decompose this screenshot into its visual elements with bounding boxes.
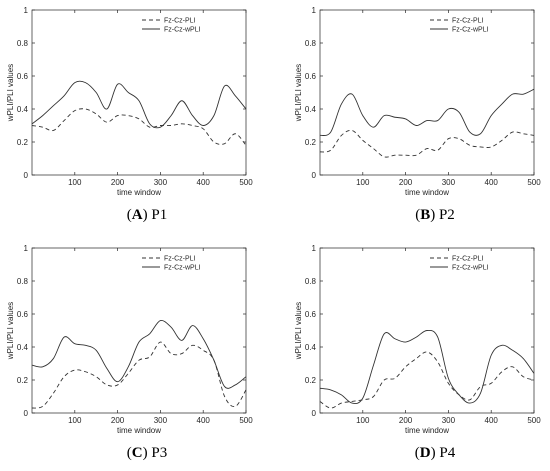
x-tick-label: 400 <box>485 178 499 187</box>
x-tick-label: 300 <box>154 178 168 187</box>
y-tick-label: 0.8 <box>305 277 317 286</box>
y-tick-label: 0.2 <box>305 138 317 147</box>
y-axis-label: wPLI/PLI values <box>294 64 303 122</box>
x-tick-label: 200 <box>111 416 125 425</box>
y-tick-label: 0.8 <box>17 39 29 48</box>
x-axis-label: time window <box>117 188 161 197</box>
chart-panel-a: 0 0.2 0.4 0.6 0.8 1 100 200 300 400 500 time window… <box>6 6 253 223</box>
x-tick-label: 500 <box>527 178 541 187</box>
series-line-wpli <box>31 319 247 389</box>
chart-panel-c: 0 0.2 0.4 0.6 0.8 1 100 200 300 400 500 time window… <box>6 244 253 461</box>
x-tick-label: 200 <box>399 178 413 187</box>
x-tick-label: 200 <box>399 416 413 425</box>
y-tick-label: 1 <box>24 6 29 15</box>
y-tick-label: 0 <box>312 171 317 180</box>
panel-caption: (B) P2 <box>415 207 455 223</box>
x-tick-label: 100 <box>356 178 370 187</box>
x-tick-label: 200 <box>111 178 125 187</box>
series-line-wpli <box>31 80 247 129</box>
plot-frame <box>31 9 247 176</box>
x-axis-label: time window <box>405 188 449 197</box>
y-tick-label: 0.6 <box>305 72 317 81</box>
caption-close-paren: ) <box>431 445 440 461</box>
series-line-pli <box>31 108 247 146</box>
panel-caption: (C) P3 <box>127 445 167 461</box>
panel-caption: (D) P4 <box>415 445 456 461</box>
caption-open-paren: ( <box>127 207 132 223</box>
panel-caption: (A) P1 <box>127 207 167 223</box>
caption-open-paren: ( <box>415 445 420 461</box>
legend-label: Fz-Cz-wPLI <box>452 27 489 34</box>
series-line-wpli <box>319 329 535 404</box>
y-axis-label: wPLI/PLI values <box>6 302 15 360</box>
x-tick-label: 400 <box>197 416 211 425</box>
panel-name: P2 <box>439 207 455 223</box>
panel-letter: A <box>132 207 143 223</box>
x-tick-label: 400 <box>485 416 499 425</box>
x-tick-label: 500 <box>239 416 253 425</box>
x-tick-label: 500 <box>239 178 253 187</box>
caption-open-paren: ( <box>415 207 420 223</box>
y-tick-label: 1 <box>312 6 317 15</box>
x-tick-label: 100 <box>356 416 370 425</box>
series-line-wpli <box>319 88 535 136</box>
y-tick-label: 0.6 <box>305 310 317 319</box>
y-tick-label: 0.4 <box>17 105 29 114</box>
plot-frame <box>319 247 535 414</box>
y-tick-label: 0.2 <box>17 138 29 147</box>
plot-frame <box>31 247 247 414</box>
x-tick-label: 300 <box>442 416 456 425</box>
caption-close-paren: ) <box>143 445 152 461</box>
x-axis-label: time window <box>117 426 161 435</box>
y-tick-label: 0.6 <box>17 72 29 81</box>
y-tick-label: 0.8 <box>17 277 29 286</box>
series-line-pli <box>319 129 535 158</box>
y-tick-label: 0.2 <box>305 376 317 385</box>
x-tick-label: 100 <box>68 416 82 425</box>
caption-open-paren: ( <box>127 445 132 461</box>
legend-label: Fz-Cz-PLI <box>164 256 196 263</box>
y-tick-label: 0 <box>312 409 317 418</box>
legend-label: Fz-Cz-wPLI <box>452 265 489 272</box>
y-tick-label: 0 <box>24 409 29 418</box>
y-tick-label: 0.6 <box>17 310 29 319</box>
y-tick-label: 0.8 <box>305 39 317 48</box>
y-tick-label: 0 <box>24 171 29 180</box>
series-line-pli <box>319 351 535 409</box>
y-tick-label: 1 <box>24 244 29 253</box>
y-tick-label: 0.2 <box>17 376 29 385</box>
legend-label: Fz-Cz-PLI <box>164 18 196 25</box>
y-tick-label: 0.4 <box>305 343 317 352</box>
series-line-pli <box>31 341 247 409</box>
x-tick-label: 500 <box>527 416 541 425</box>
chart-panel-b: 0 0.2 0.4 0.6 0.8 1 100 200 300 400 500 time window… <box>294 6 541 223</box>
legend-label: Fz-Cz-wPLI <box>164 27 201 34</box>
chart-panel-d: 0 0.2 0.4 0.6 0.8 1 100 200 300 400 500 time window… <box>294 244 541 461</box>
panel-letter: C <box>132 445 143 461</box>
x-tick-label: 300 <box>442 178 456 187</box>
x-tick-label: 300 <box>154 416 168 425</box>
caption-close-paren: ) <box>430 207 439 223</box>
y-tick-label: 1 <box>312 244 317 253</box>
panel-name: P1 <box>151 207 167 223</box>
panel-letter: D <box>420 445 431 461</box>
legend-label: Fz-Cz-wPLI <box>164 265 201 272</box>
x-tick-label: 400 <box>197 178 211 187</box>
y-axis-label: wPLI/PLI values <box>294 302 303 360</box>
y-axis-label: wPLI/PLI values <box>6 64 15 122</box>
legend-label: Fz-Cz-PLI <box>452 18 484 25</box>
x-tick-label: 100 <box>68 178 82 187</box>
panel-name: P3 <box>151 445 167 461</box>
legend-label: Fz-Cz-PLI <box>452 256 484 263</box>
plot-frame <box>319 9 535 176</box>
panel-letter: B <box>420 207 430 223</box>
caption-close-paren: ) <box>143 207 152 223</box>
y-tick-label: 0.4 <box>305 105 317 114</box>
y-tick-label: 0.4 <box>17 343 29 352</box>
x-axis-label: time window <box>405 426 449 435</box>
panel-name: P4 <box>439 445 455 461</box>
